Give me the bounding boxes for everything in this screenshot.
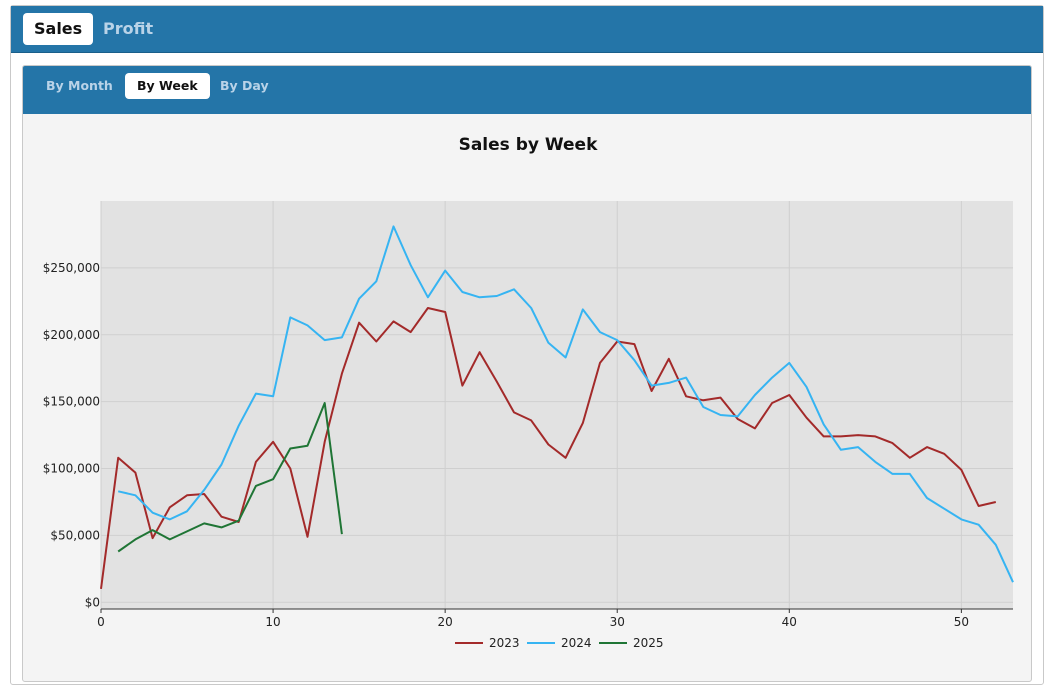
chart-panel: By Month By Week By Day (22, 65, 1032, 682)
sub-tab-bar: By Month By Week By Day (23, 66, 1031, 114)
tab-profit[interactable]: Profit (103, 19, 154, 38)
tab-by-month[interactable]: By Month (46, 78, 113, 93)
tab-sales[interactable]: Sales (23, 13, 94, 45)
sales-panel: Sales Profit By Month By Week By Day (10, 5, 1044, 685)
tab-by-day[interactable]: By Day (220, 78, 269, 93)
top-tab-bar: Sales Profit (11, 6, 1043, 53)
tab-by-week[interactable]: By Week (125, 73, 210, 99)
